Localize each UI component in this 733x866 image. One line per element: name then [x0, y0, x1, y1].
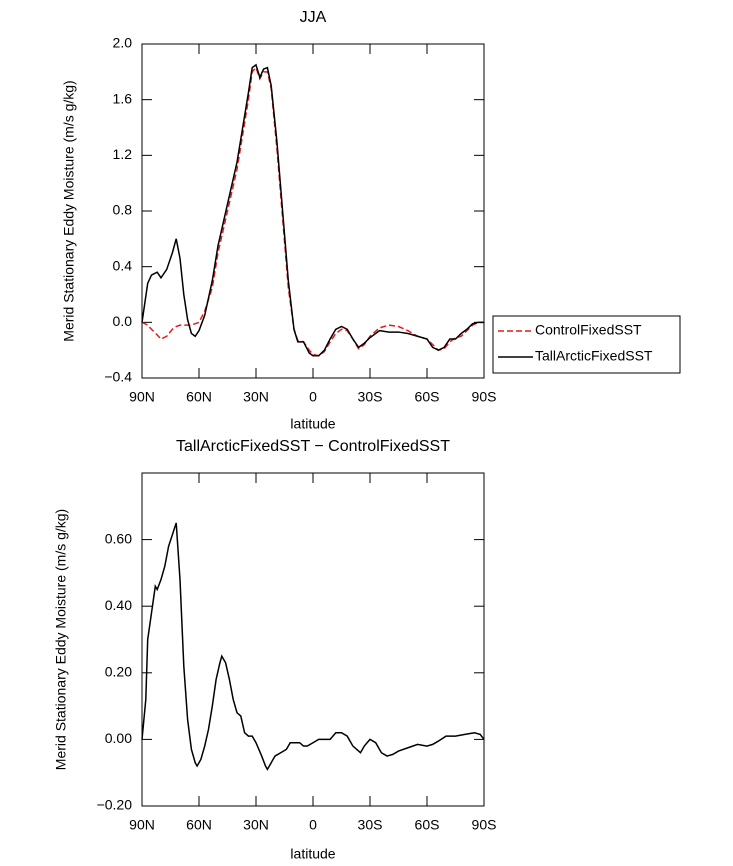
x-tick-label: 60N: [186, 817, 212, 833]
chart-title: TallArcticFixedSST − ControlFixedSST: [176, 438, 450, 455]
y-tick-label: 0.20: [105, 664, 132, 680]
x-tick-label: 60N: [186, 389, 212, 405]
y-tick-label: 0.0: [113, 313, 133, 329]
y-tick-label: 0.4: [113, 257, 133, 273]
x-tick-label: 30S: [358, 817, 383, 833]
x-tick-label: 90N: [129, 817, 155, 833]
data-line: [141, 63, 484, 357]
y-tick-label: 2.0: [113, 35, 133, 51]
y-tick-label: −0.20: [97, 797, 133, 813]
y-tick-label: 0.8: [113, 202, 133, 218]
x-tick-label: 0: [309, 389, 317, 405]
y-tick-label: 1.6: [113, 90, 133, 106]
x-tick-label: 90N: [129, 389, 155, 405]
y-tick-label: −0.4: [104, 369, 132, 385]
y-axis-label: Merid Stationary Eddy Moisture (m/s g/kg…: [53, 509, 69, 770]
x-axis-label: latitude: [290, 846, 335, 862]
legend-frame: [492, 315, 681, 374]
y-axis-label: Merid Stationary Eddy Moisture (m/s g/kg…: [61, 80, 77, 341]
x-tick-label: 90S: [472, 817, 497, 833]
plot-frame: [141, 472, 485, 807]
y-tick-label: 1.2: [113, 146, 133, 162]
y-tick-label: 0.00: [105, 730, 132, 746]
data-line: [141, 522, 485, 771]
y-tick-label: 0.40: [105, 597, 132, 613]
y-tick-label: 0.60: [105, 530, 132, 546]
plot-frame: [141, 43, 485, 379]
x-tick-label: 90S: [472, 389, 497, 405]
legend-label: ControlFixedSST: [535, 322, 642, 338]
data-line: [141, 66, 484, 357]
x-axis-label: latitude: [290, 416, 335, 432]
x-tick-label: 60S: [415, 389, 440, 405]
x-tick-label: 30S: [358, 389, 383, 405]
x-tick-label: 60S: [415, 817, 440, 833]
x-tick-label: 30N: [243, 389, 269, 405]
x-tick-label: 30N: [243, 817, 269, 833]
chart-title: JJA: [300, 9, 327, 26]
legend-label: TallArcticFixedSST: [535, 348, 653, 364]
x-tick-label: 0: [309, 817, 317, 833]
